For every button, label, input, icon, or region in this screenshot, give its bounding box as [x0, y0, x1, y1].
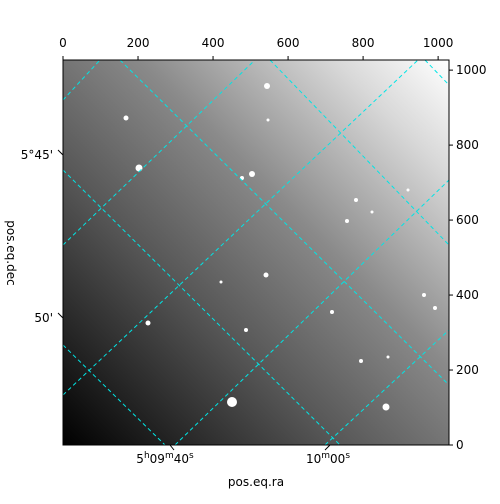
- grid-line: [119, 60, 449, 386]
- ra-tick-part: 00: [330, 452, 345, 466]
- tick: [57, 312, 64, 319]
- y-axis-label: pos.eq.dec: [4, 220, 18, 285]
- x-tick-label: 200: [127, 36, 150, 50]
- x-tick-label: 1000: [423, 36, 454, 50]
- tick: [324, 444, 331, 451]
- grid-line: [63, 60, 101, 101]
- ra-tick-label: 10m00s: [306, 451, 350, 466]
- grid-line: [269, 60, 449, 246]
- ra-tick-part: m: [165, 451, 174, 461]
- tick: [169, 444, 175, 451]
- x-axis-label: pos.eq.ra: [228, 475, 284, 489]
- axes-frame: [62, 59, 450, 446]
- y-tick-label: 600: [456, 213, 479, 227]
- dec-tick-label: 50': [34, 311, 53, 325]
- grid: [63, 60, 449, 445]
- grid-line: [424, 60, 449, 86]
- y-tick-label: 200: [456, 363, 479, 377]
- grid-line: [174, 179, 449, 445]
- dec-tick-label: 5°45': [21, 148, 53, 162]
- image: [63, 60, 449, 445]
- y-tick-label: 0: [456, 438, 464, 452]
- x-tick-label: 600: [277, 36, 300, 50]
- ra-tick-label: 5h09m40s: [136, 451, 194, 466]
- grid-line: [63, 169, 341, 445]
- grid-line: [63, 60, 419, 396]
- ra-tick-part: s: [345, 451, 350, 461]
- grid-line: [63, 60, 256, 246]
- y-tick-label: 400: [456, 288, 479, 302]
- ra-tick-part: h: [144, 451, 150, 461]
- y-tick-label: 800: [456, 138, 479, 152]
- ra-tick-part: 09: [150, 452, 165, 466]
- y-tick-label: 1000: [456, 63, 487, 77]
- grid-line: [63, 344, 166, 445]
- x-tick-label: 400: [202, 36, 225, 50]
- ra-tick-part: s: [189, 451, 194, 461]
- tick: [57, 149, 64, 156]
- ra-tick-part: 10: [306, 452, 321, 466]
- ra-tick-part: m: [321, 451, 330, 461]
- ra-tick-part: 5: [136, 452, 144, 466]
- x-tick-label: 0: [59, 36, 67, 50]
- world-ticks: [57, 149, 331, 451]
- ra-tick-part: 40: [174, 452, 189, 466]
- x-tick-label: 800: [352, 36, 375, 50]
- grid-line: [324, 329, 449, 445]
